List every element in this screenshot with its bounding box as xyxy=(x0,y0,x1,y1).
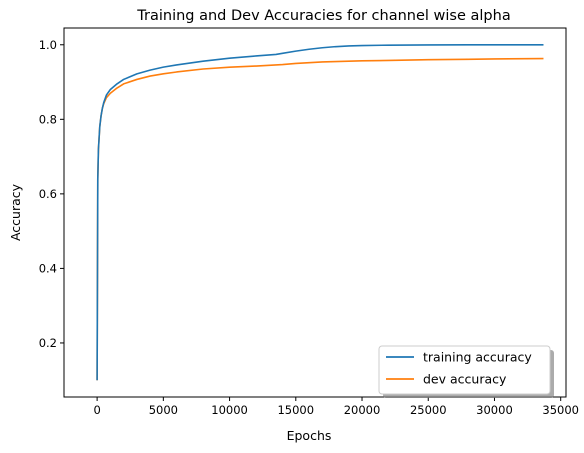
legend-label-training: training accuracy xyxy=(423,350,532,365)
legend: training accuracy dev accuracy xyxy=(378,345,554,398)
plot-frame xyxy=(63,27,567,398)
y-axis-ticks: 0.2 0.4 0.6 0.8 1.0 xyxy=(39,38,64,350)
x-tick-label: 15000 xyxy=(277,403,314,417)
y-tick-label: 0.8 xyxy=(39,112,57,126)
legend-box xyxy=(378,345,551,395)
plot-area: 0 5000 10000 15000 20000 25000 30000 35000 0.20… xyxy=(39,27,579,417)
x-tick-label: 5000 xyxy=(149,403,178,417)
series-line-training xyxy=(96,43,544,381)
x-tick-label: 20000 xyxy=(344,403,381,417)
y-tick-label: 0.4 xyxy=(39,261,57,275)
x-tick-label: 10000 xyxy=(211,403,248,417)
x-axis-ticks: 0 5000 10000 15000 20000 25000 30000 35000 xyxy=(93,397,579,417)
y-tick-label: 0.6 xyxy=(39,187,57,201)
x-tick-label: 35000 xyxy=(542,403,579,417)
y-axis-label: Accuracy xyxy=(8,183,23,241)
y-tick-label: 1.0 xyxy=(39,38,57,52)
chart-title: Training and Dev Accuracies for channel … xyxy=(136,8,510,24)
x-tick-label: 0 xyxy=(93,403,100,417)
x-tick-label: 30000 xyxy=(476,403,513,417)
legend-label-dev: dev accuracy xyxy=(423,372,507,387)
x-tick-label: 25000 xyxy=(410,403,447,417)
y-tick-label: 0.2 xyxy=(39,336,57,350)
series-lines xyxy=(96,43,544,381)
x-axis-label: Epochs xyxy=(287,428,332,443)
